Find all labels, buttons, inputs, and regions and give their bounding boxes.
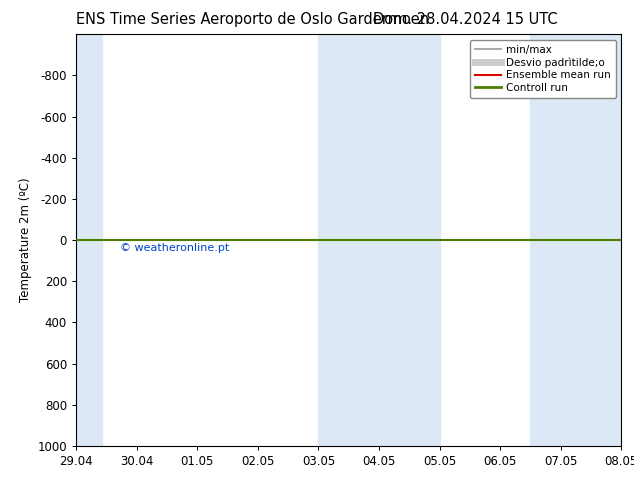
Text: Dom. 28.04.2024 15 UTC: Dom. 28.04.2024 15 UTC (373, 12, 558, 27)
Bar (379, 34, 439, 446)
Bar (76, 34, 101, 446)
Bar (318, 34, 379, 446)
Legend: min/max, Desvio padrìtilde;o, Ensemble mean run, Controll run: min/max, Desvio padrìtilde;o, Ensemble m… (470, 40, 616, 98)
Bar (531, 34, 621, 446)
Text: © weatheronline.pt: © weatheronline.pt (120, 244, 229, 253)
Text: ENS Time Series Aeroporto de Oslo Gardermoen: ENS Time Series Aeroporto de Oslo Garder… (76, 12, 429, 27)
Y-axis label: Temperature 2m (ºC): Temperature 2m (ºC) (19, 178, 32, 302)
